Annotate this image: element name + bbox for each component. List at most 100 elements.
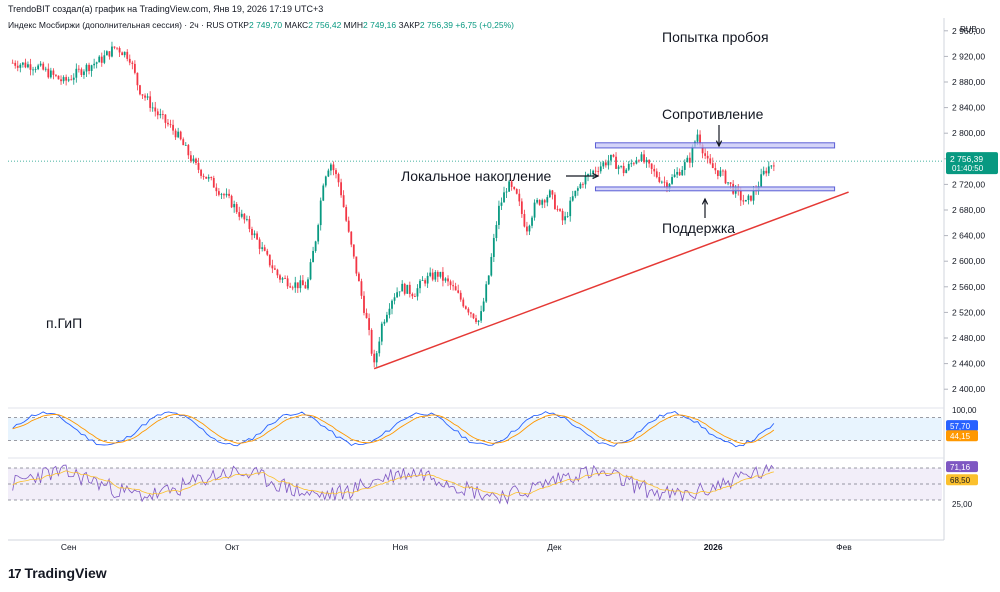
x-tick-label: Ноя bbox=[393, 542, 409, 552]
candle-body bbox=[706, 155, 709, 159]
candle-body bbox=[380, 323, 383, 342]
candle-body bbox=[291, 287, 294, 289]
candle-body bbox=[212, 178, 215, 188]
last-price-value: 2 756,39 bbox=[950, 154, 983, 164]
candle-body bbox=[164, 114, 167, 123]
candle-body bbox=[235, 204, 238, 213]
candle-body bbox=[279, 275, 281, 280]
candle-body bbox=[498, 205, 500, 225]
candle-body bbox=[727, 182, 729, 184]
candle-body bbox=[70, 79, 73, 81]
candle-body bbox=[711, 163, 714, 169]
candle-body bbox=[750, 195, 752, 201]
last-price-tag bbox=[946, 152, 998, 175]
candle-body bbox=[681, 169, 684, 176]
stoch-d-line bbox=[12, 413, 775, 445]
candle-body bbox=[16, 65, 19, 68]
candle-body bbox=[365, 312, 368, 319]
candle-body bbox=[551, 190, 554, 195]
candle-body bbox=[383, 321, 386, 324]
candle-body bbox=[131, 62, 134, 64]
candle-body bbox=[602, 162, 605, 167]
candle-body bbox=[638, 160, 640, 162]
candle-body bbox=[467, 308, 470, 313]
candle-body bbox=[276, 269, 279, 276]
candle-body bbox=[772, 165, 775, 167]
candle-body bbox=[358, 273, 360, 282]
candle-body bbox=[324, 176, 327, 186]
candle-body bbox=[128, 58, 131, 63]
rsi-line bbox=[12, 463, 775, 505]
candle-body bbox=[21, 62, 24, 65]
candle-body bbox=[729, 182, 732, 184]
candle-body bbox=[487, 275, 490, 285]
candle-body bbox=[378, 341, 381, 354]
candle-body bbox=[406, 284, 409, 294]
annotation-breakout: Попытка пробоя bbox=[662, 29, 769, 45]
candle-body bbox=[627, 163, 630, 170]
candle-body bbox=[632, 163, 635, 165]
candle-body bbox=[526, 226, 528, 232]
support-zone bbox=[594, 186, 836, 192]
candle-body bbox=[263, 247, 266, 251]
candle-body bbox=[457, 290, 460, 293]
candle-body bbox=[100, 56, 103, 63]
candle-body bbox=[184, 145, 187, 146]
candle-body bbox=[271, 265, 274, 269]
candle-body bbox=[225, 193, 228, 196]
candle-body bbox=[149, 96, 152, 108]
candle-body bbox=[536, 199, 539, 203]
candle-body bbox=[355, 256, 358, 274]
candle-body bbox=[156, 111, 159, 116]
candle-body bbox=[29, 64, 32, 70]
candle-body bbox=[55, 74, 57, 76]
candle-body bbox=[597, 171, 600, 173]
close-label: ЗАКР bbox=[398, 20, 420, 30]
candle-body bbox=[238, 212, 241, 217]
candle-body bbox=[332, 164, 335, 171]
candle-body bbox=[75, 68, 78, 78]
candle-body bbox=[49, 70, 52, 78]
zones-layer bbox=[373, 142, 849, 370]
candle-body bbox=[744, 199, 747, 202]
candle-body bbox=[67, 79, 70, 81]
candle-body bbox=[52, 70, 55, 75]
candle-body bbox=[722, 170, 724, 172]
candle-body bbox=[691, 146, 694, 163]
candle-body bbox=[447, 278, 449, 282]
candle-body bbox=[434, 272, 437, 280]
candle-body bbox=[330, 164, 332, 171]
stoch-d-value: 44,15 bbox=[950, 432, 971, 441]
x-tick-label: Фев bbox=[836, 542, 852, 552]
candle-body bbox=[716, 170, 719, 176]
candle-body bbox=[503, 192, 505, 203]
candle-body bbox=[121, 52, 124, 56]
candle-body bbox=[95, 62, 98, 64]
candle-body bbox=[454, 286, 457, 291]
stoch-tick-label: 100,00 bbox=[952, 406, 977, 415]
stoch-k-line bbox=[12, 410, 775, 448]
close-value: 2 756,39 bbox=[419, 20, 454, 30]
candle-body bbox=[77, 68, 80, 70]
candle-body bbox=[414, 296, 416, 298]
candle-body bbox=[289, 286, 292, 288]
candle-body bbox=[401, 283, 404, 292]
y-tick-label: 2 480,00 bbox=[952, 333, 985, 343]
candle-body bbox=[500, 202, 503, 206]
candle-body bbox=[11, 62, 14, 64]
symbol-title[interactable]: Индекс Мосбиржи (дополнительная сессия) … bbox=[8, 20, 225, 30]
candle-body bbox=[174, 130, 177, 138]
candle-body bbox=[47, 68, 50, 78]
candle-body bbox=[126, 51, 129, 59]
candle-body bbox=[653, 168, 656, 172]
tradingview-logo[interactable]: 17 TradingView bbox=[8, 565, 107, 581]
candle-body bbox=[658, 177, 661, 182]
candle-body bbox=[342, 195, 345, 208]
y-tick-label: 2 640,00 bbox=[952, 231, 985, 241]
candle-body bbox=[314, 241, 317, 251]
arrow-support-head bbox=[701, 197, 709, 205]
candle-body bbox=[709, 158, 712, 164]
candle-body bbox=[37, 65, 40, 70]
candle-body bbox=[686, 157, 689, 163]
